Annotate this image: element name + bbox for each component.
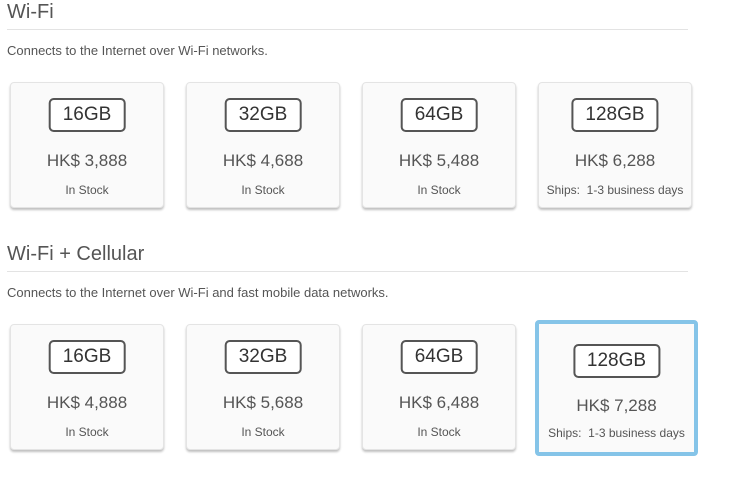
capacity-badge: 128GB: [571, 98, 659, 132]
price: HK$ 5,688: [222, 393, 304, 412]
divider: [7, 29, 688, 30]
availability-status: In Stock: [241, 425, 285, 439]
capacity-badge: 64GB: [400, 98, 478, 132]
capacity-badge: 128GB: [572, 344, 661, 378]
option-card-64gb[interactable]: 64GB HK$ 5,488 In Stock: [362, 82, 516, 208]
availability-status: In Stock: [417, 183, 461, 197]
price: HK$ 6,288: [574, 151, 656, 170]
divider: [7, 271, 688, 272]
availability-status: In Stock: [65, 183, 109, 197]
price: HK$ 3,888: [46, 151, 128, 170]
option-card-16gb[interactable]: 16GB HK$ 3,888 In Stock: [10, 82, 164, 208]
section-description: Connects to the Internet over Wi-Fi and …: [7, 285, 389, 300]
availability-status: Ships: 1-3 business days: [546, 183, 684, 197]
availability-status: In Stock: [65, 425, 109, 439]
capacity-badge: 64GB: [400, 340, 478, 374]
price: HK$ 7,288: [576, 396, 657, 415]
option-card-128gb[interactable]: 128GB HK$ 7,288 Ships: 1-3 business days: [535, 320, 698, 456]
availability-status: In Stock: [417, 425, 461, 439]
option-card-128gb[interactable]: 128GB HK$ 6,288 Ships: 1-3 business days: [538, 82, 692, 208]
price: HK$ 4,688: [222, 151, 304, 170]
capacity-badge: 16GB: [48, 340, 126, 374]
option-card-32gb[interactable]: 32GB HK$ 4,688 In Stock: [186, 82, 340, 208]
section-title: Wi-Fi + Cellular: [7, 243, 145, 265]
capacity-badge: 32GB: [224, 98, 302, 132]
availability-status: Ships: 1-3 business days: [548, 426, 685, 440]
price: HK$ 4,888: [46, 393, 128, 412]
option-card-32gb[interactable]: 32GB HK$ 5,688 In Stock: [186, 324, 340, 450]
capacity-badge: 16GB: [48, 98, 126, 132]
section-title: Wi-Fi: [7, 1, 54, 23]
option-card-64gb[interactable]: 64GB HK$ 6,488 In Stock: [362, 324, 516, 450]
availability-status: In Stock: [241, 183, 285, 197]
capacity-badge: 32GB: [224, 340, 302, 374]
section-description: Connects to the Internet over Wi-Fi netw…: [7, 43, 268, 58]
option-card-16gb[interactable]: 16GB HK$ 4,888 In Stock: [10, 324, 164, 450]
price: HK$ 6,488: [398, 393, 480, 412]
price: HK$ 5,488: [398, 151, 480, 170]
